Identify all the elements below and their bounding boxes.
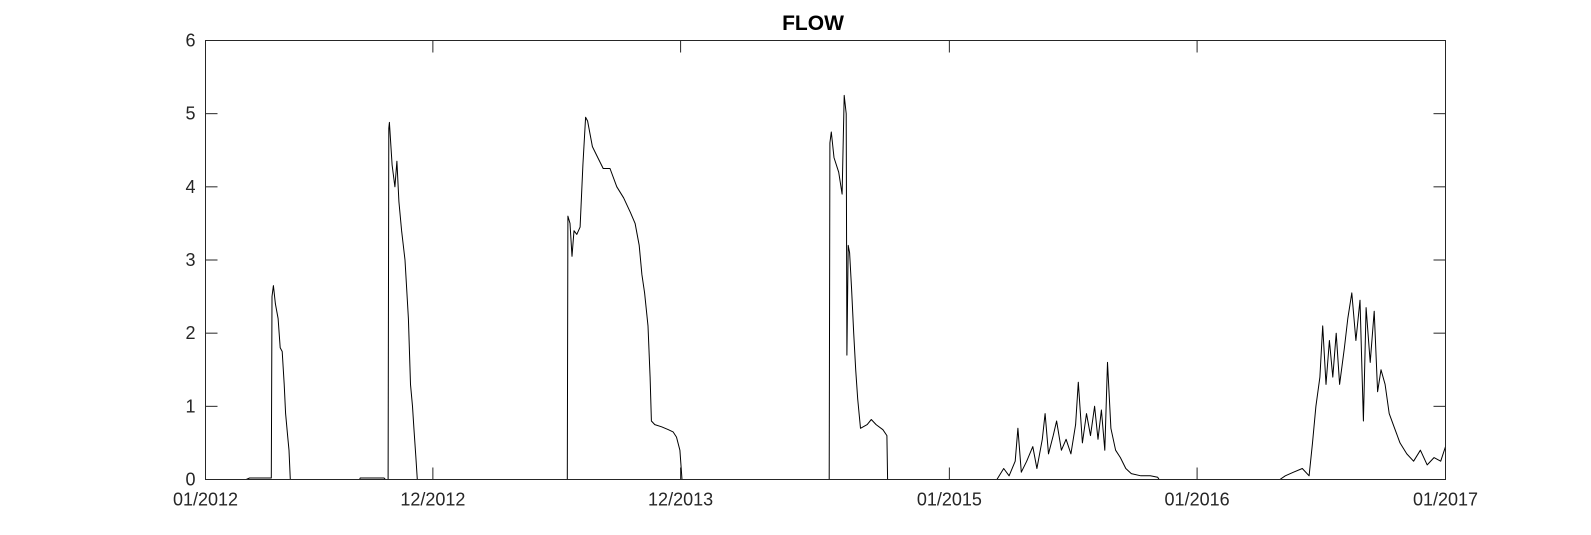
y-tick-label: 2 bbox=[185, 323, 195, 343]
y-tick-label: 3 bbox=[185, 250, 195, 270]
y-tick-label: 6 bbox=[185, 31, 195, 51]
series-group bbox=[205, 94, 1446, 480]
x-axis: 01/2012 12/2012 12/2013 01/2015 01/2016 01/20… bbox=[173, 40, 1478, 510]
y-tick-label: 1 bbox=[185, 396, 195, 416]
y-tick-label: 4 bbox=[185, 177, 195, 197]
x-tick-label: 01/2017 bbox=[1413, 490, 1478, 510]
y-axis: 0 1 2 3 4 5 6 bbox=[185, 31, 1446, 490]
x-tick-label: 01/2016 bbox=[1165, 490, 1230, 510]
y-tick-label: 5 bbox=[185, 104, 195, 124]
x-tick-label: 01/2015 bbox=[917, 490, 982, 510]
chart-title: FLOW bbox=[782, 12, 844, 35]
plot-area-frame bbox=[205, 40, 1446, 480]
x-tick-label: 01/2012 bbox=[173, 490, 238, 510]
flow-series-line bbox=[205, 94, 1446, 480]
y-tick-label: 0 bbox=[185, 470, 195, 490]
x-tick-label: 12/2013 bbox=[648, 490, 713, 510]
x-tick-label: 12/2012 bbox=[400, 490, 465, 510]
